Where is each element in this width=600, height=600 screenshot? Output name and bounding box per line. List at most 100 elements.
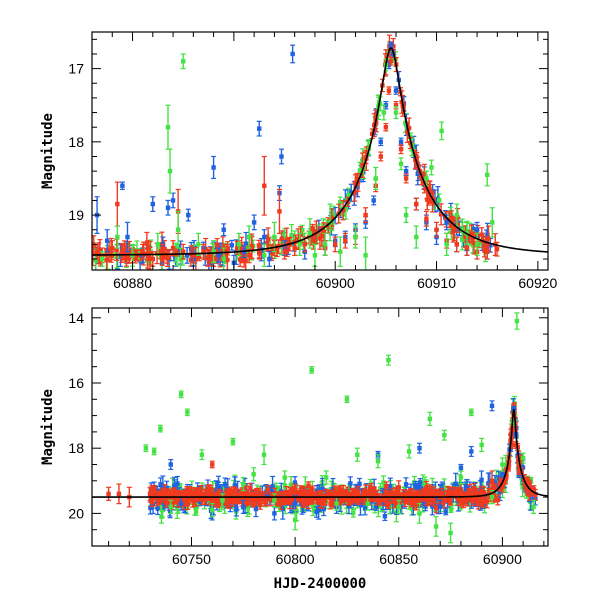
chart-panel-1: 60880 60890 60900 60910 60920 17 18 19 Magnitude: [40, 31, 558, 291]
data-point-red-bg: [382, 493, 388, 507]
data-point-green: [520, 452, 526, 464]
data-point-green: [312, 243, 318, 267]
x-tick-label: 60750: [172, 551, 211, 567]
data-point-red-bg: [495, 494, 501, 506]
data-point-red: [160, 243, 166, 260]
data-point-red: [190, 247, 196, 264]
y-tick-label: 17: [68, 61, 84, 77]
data-point-green: [406, 444, 412, 459]
data-point-green: [428, 159, 434, 176]
data-point-red: [119, 243, 125, 260]
data-point-green: [474, 232, 480, 256]
data-point-blue: [165, 199, 171, 216]
data-point-green: [261, 243, 267, 267]
data-point-green: [363, 236, 369, 270]
x-tick-label: 60880: [113, 275, 152, 291]
data-point-green: [184, 408, 190, 417]
data-point-red: [116, 483, 122, 505]
data-point-blue: [251, 214, 257, 231]
data-point-green: [413, 225, 419, 249]
data-point-red-bg: [305, 481, 311, 490]
data-point-green: [167, 148, 173, 194]
data-point-red: [383, 122, 389, 132]
data-point-blue: [378, 137, 384, 147]
y-tick-label: 18: [68, 440, 84, 456]
data-point-green: [251, 467, 257, 482]
data-point-red-bg: [359, 152, 365, 178]
data-point-red: [363, 207, 369, 223]
data-point-green: [398, 157, 404, 171]
data-point-green-bg: [350, 508, 356, 518]
data-point-red-bg: [328, 498, 334, 510]
data-point-green: [175, 210, 181, 249]
data-point-green: [530, 499, 536, 514]
data-point-green: [448, 522, 454, 544]
data-point-green: [307, 218, 313, 249]
data-point-red-bg: [240, 491, 246, 500]
data-point-blue: [468, 445, 474, 457]
data-point-green: [458, 470, 464, 485]
data-point-green: [168, 499, 174, 514]
data-point-green: [381, 104, 387, 121]
data-point-green: [444, 232, 450, 256]
data-point-red-bg: [430, 190, 436, 213]
plot-area: [92, 312, 548, 544]
data-point-red: [114, 181, 120, 227]
data-point-green: [158, 509, 164, 524]
data-point-green: [221, 247, 227, 270]
data-point-green: [220, 493, 226, 508]
data-point-green: [323, 470, 329, 485]
data-point-blue: [240, 499, 246, 514]
data-point-blue: [185, 208, 191, 222]
data-point-red: [434, 221, 440, 238]
data-point-red: [396, 480, 402, 495]
data-point-red-bg: [321, 493, 327, 503]
data-point-red-bg: [265, 485, 271, 495]
data-point-green: [143, 444, 149, 453]
data-point-red: [342, 232, 348, 249]
data-point-red-bg: [201, 489, 207, 503]
data-point-blue: [119, 181, 125, 191]
data-point-green: [393, 106, 399, 120]
data-point-blue-bg: [443, 508, 449, 516]
data-point-green: [468, 408, 474, 417]
data-point-red-bg: [470, 233, 476, 243]
data-point-red: [170, 240, 176, 256]
data-point-green: [427, 411, 433, 426]
data-point-blue: [416, 442, 422, 454]
data-point-blue: [371, 195, 377, 206]
data-point-red-bg: [306, 489, 312, 501]
data-point-green: [178, 390, 184, 399]
data-point-green: [297, 232, 303, 256]
data-point-green: [209, 503, 215, 518]
x-tick-label: 60850: [379, 551, 418, 567]
data-point-blue-bg: [184, 247, 190, 264]
data-point-green: [292, 509, 298, 531]
data-point-blue-bg: [382, 511, 388, 522]
data-point-green: [271, 493, 277, 508]
data-point-green: [230, 437, 236, 446]
x-tick-label: 60800: [276, 551, 315, 567]
data-point-red-bg: [108, 237, 114, 263]
y-tick-label: 16: [68, 375, 84, 391]
data-point-blue: [211, 155, 217, 180]
data-point-green: [337, 236, 343, 267]
data-point-blue: [104, 229, 110, 253]
data-point-blue: [278, 148, 284, 165]
x-tick-label: 60920: [518, 275, 557, 291]
data-point-red: [403, 173, 409, 184]
data-point-red-bg: [409, 498, 415, 508]
y-tick-label: 18: [68, 134, 84, 150]
data-point-red: [398, 144, 404, 155]
data-point-red: [378, 151, 384, 162]
data-point-blue-bg: [314, 506, 320, 518]
data-point-green: [282, 470, 288, 485]
data-point-red-bg: [173, 491, 179, 501]
data-point-red-bg: [193, 487, 199, 494]
data-point-red: [276, 188, 282, 234]
data-point-green: [180, 53, 186, 70]
data-point-green: [155, 232, 161, 256]
data-point-green: [403, 207, 409, 223]
data-point-green: [240, 476, 246, 492]
